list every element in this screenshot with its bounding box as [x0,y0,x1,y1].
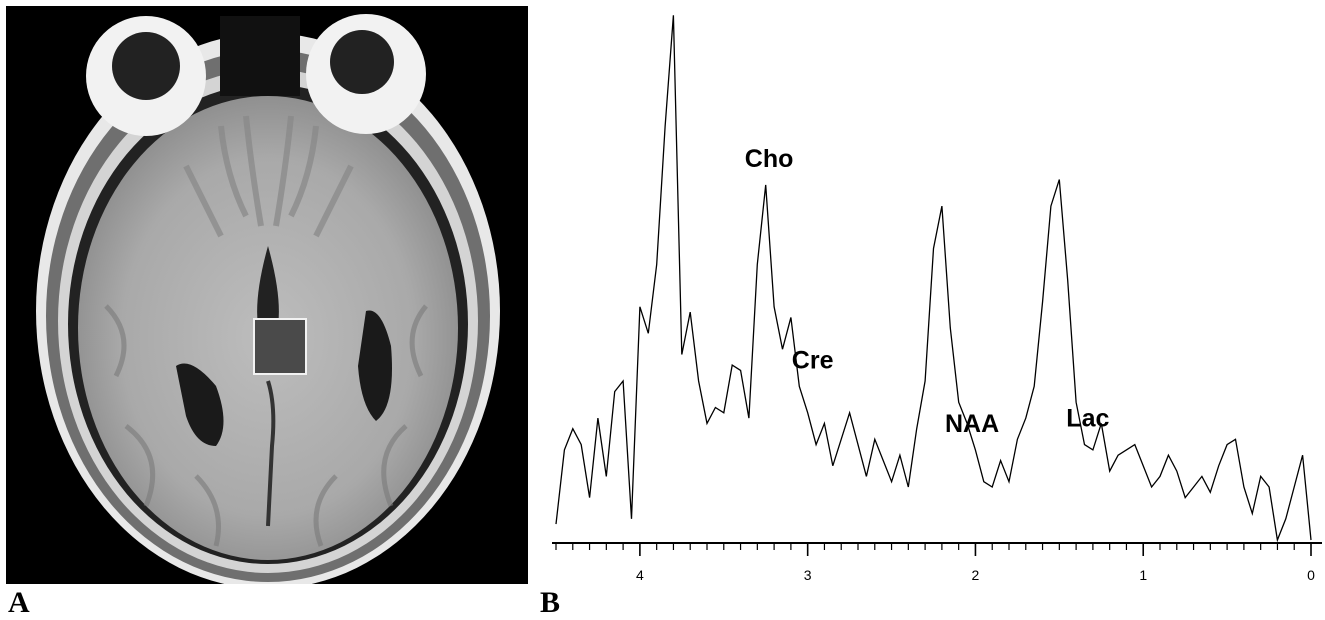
mri-axial-image [6,6,528,584]
brain-scan-drawing [6,6,528,584]
spectrum-ticks [555,543,1312,556]
peak-label-cre: Cre [792,346,834,374]
x-tick-label: 4 [636,567,644,583]
panel-letter-b: B [540,586,561,619]
spectrum-line [555,15,1312,543]
spectrum-peak-labels: Cho Cre NAA Lac [745,145,1110,438]
peak-label-cho: Cho [745,145,794,173]
x-tick-label: 0 [1307,567,1315,583]
roi-voxel-fill [254,319,306,374]
x-tick-label: 2 [972,567,980,583]
panel-letter-a: A [8,586,30,619]
roi-voxel-box [253,318,307,375]
left-lateral-ventricle [176,363,224,446]
x-tick-label: 3 [804,567,812,583]
peak-label-naa: NAA [945,410,999,438]
right-lateral-ventricle [358,310,392,421]
x-tick-label: 1 [1139,567,1147,583]
third-ventricle [257,246,279,326]
spectrum-tick-labels: 4 3 2 1 0 [636,567,1315,583]
peak-label-lac: Lac [1066,405,1109,433]
